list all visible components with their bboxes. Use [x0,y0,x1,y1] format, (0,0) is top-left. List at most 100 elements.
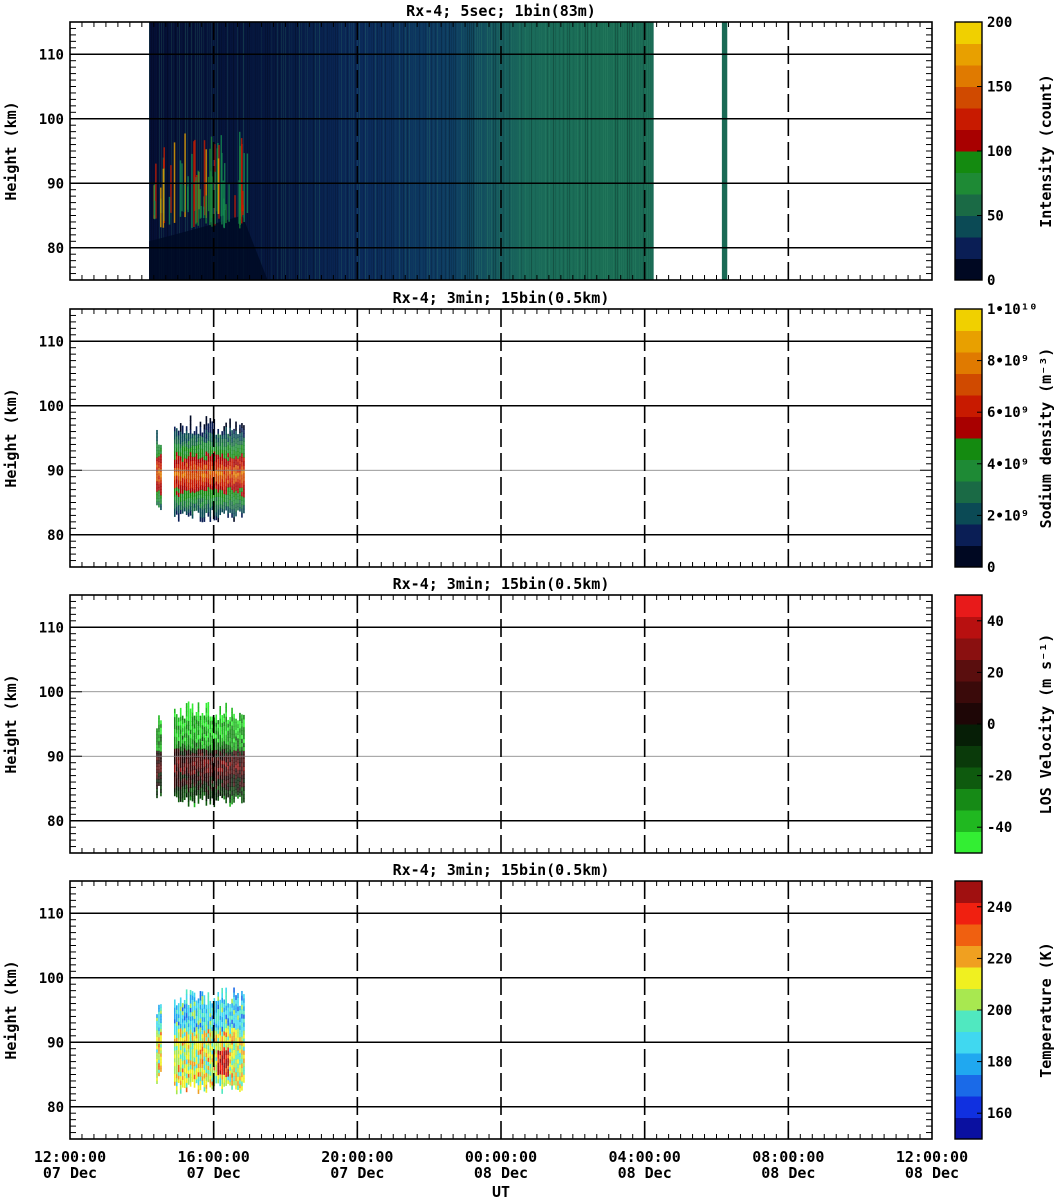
data-cell [183,759,186,764]
data-cell [185,1082,188,1088]
data-cell [221,726,223,731]
colorbar-swatch [955,702,982,725]
data-cell [158,782,160,786]
data-cell [243,994,245,999]
data-cell [197,998,200,1004]
data-cell [179,1084,182,1090]
data-cell [239,491,241,496]
intensity-stripe [439,22,440,280]
intensity-stripe [257,22,259,280]
data-cell [215,1004,218,1009]
data-cell [237,780,239,785]
data-cell [215,434,218,440]
data-cell [209,792,212,797]
data-cell [173,783,176,789]
data-cell [211,1014,214,1020]
intensity-stripe [601,22,603,280]
data-cell [243,1038,245,1043]
data-cell [233,487,235,493]
data-cell [177,1064,180,1069]
intensity-stripe [625,22,627,280]
intensity-stripe [279,22,281,280]
intensity-streak [184,133,186,218]
data-cell [225,766,227,772]
data-cell [215,450,218,455]
intensity-stripe [287,22,289,280]
data-cell [173,483,176,489]
data-cell [201,752,204,757]
data-cell [223,1003,225,1008]
data-cell [160,1013,162,1017]
data-cell [193,488,196,494]
data-cell [156,429,158,434]
data-cell [223,493,225,498]
intensity-stripe [417,22,418,280]
data-cell [243,460,245,466]
data-cell [233,449,235,455]
data-cell [237,1054,239,1060]
data-cell [207,785,210,791]
data-cell [201,1075,204,1081]
data-cell [177,797,180,803]
data-cell [225,498,227,503]
intensity-stripe [435,22,437,280]
data-cell [237,465,239,470]
data-cell [205,1044,208,1050]
data-cell [197,784,200,790]
data-cell [193,1018,196,1024]
data-cell [179,1036,182,1042]
data-cell [173,1077,176,1082]
data-cell [219,762,222,768]
data-cell [193,499,196,504]
data-cell [158,769,160,774]
intensity-stripe [157,22,159,280]
data-cell [223,477,225,483]
data-cell [189,1046,192,1052]
intensity-stripe [289,22,291,280]
data-cell [179,746,182,751]
data-cell [237,1085,239,1090]
data-cell [187,1037,190,1042]
data-cell [205,1024,208,1030]
data-cell [191,1077,194,1082]
data-cell [173,736,176,741]
data-cell [187,1066,190,1071]
colorbar-swatch [955,1074,982,1097]
data-cell [179,1062,182,1068]
data-cell [223,453,225,459]
data-cell [193,460,196,465]
data-cell [193,761,196,766]
data-cell [187,508,190,513]
data-cell [231,755,233,761]
data-cell [227,1028,229,1033]
data-cell [209,479,212,485]
data-cell [201,485,204,490]
data-cell [181,731,184,736]
data-cell [199,779,202,784]
data-cell [177,1057,180,1062]
data-cell [173,768,176,773]
data-cell [156,474,158,479]
data-cell [219,470,222,476]
data-cell [183,722,186,727]
data-cell [219,485,222,490]
data-cell [158,1011,160,1015]
data-cell [160,500,162,505]
data-cell [197,1063,200,1069]
data-cell [221,431,223,436]
data-cell [201,760,204,765]
data-cell [193,1061,196,1067]
data-cell [231,733,233,739]
x-tick-label-date: 08 Dec [618,1164,672,1182]
data-cell [185,989,188,995]
data-cell [235,430,237,435]
intensity-stripe [203,22,205,280]
data-cell [199,738,202,743]
colorbar-swatch [955,459,982,482]
data-cell [231,738,233,744]
y-axis-label: Height (km) [2,388,20,487]
data-cell [237,776,239,781]
data-cell [187,501,190,506]
colorbar-swatch [955,724,982,746]
data-cell [205,777,208,783]
